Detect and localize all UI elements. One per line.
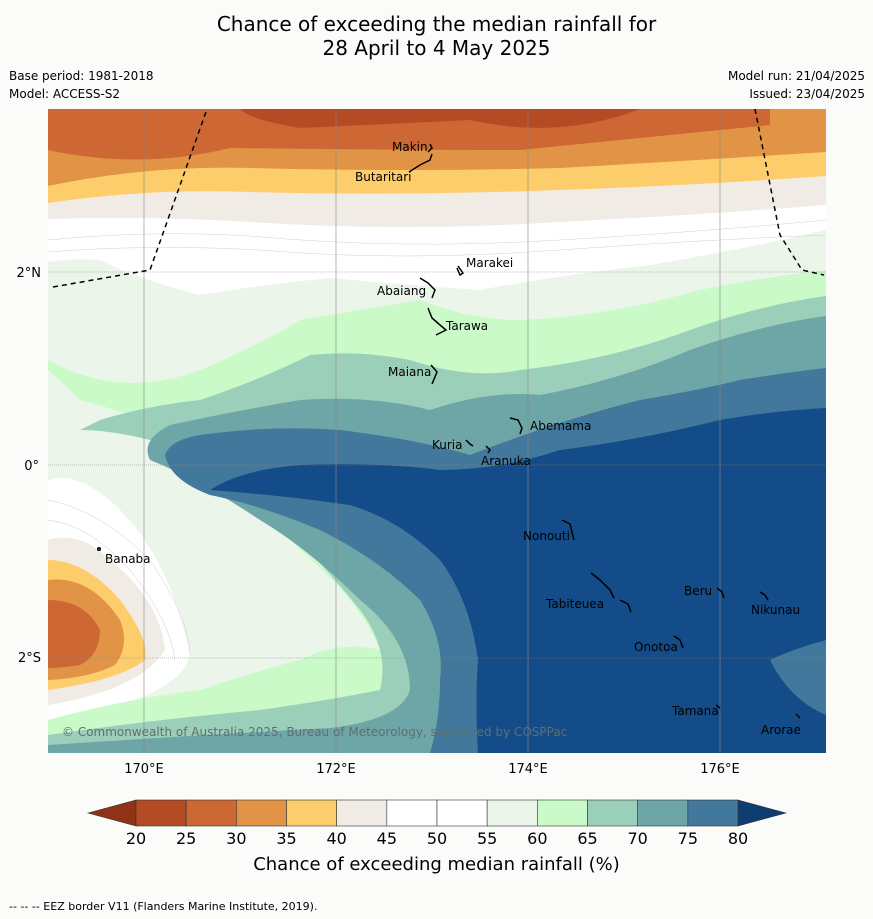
colorbar-tick-label: 30 bbox=[226, 829, 246, 848]
lon-label: 174°E bbox=[508, 762, 548, 777]
model-run: Model run: 21/04/2025 bbox=[727, 69, 865, 83]
colorbar-tick-label: 20 bbox=[126, 829, 146, 848]
colorbar-tick-label: 70 bbox=[627, 829, 647, 848]
meta-left: Base period: 1981-2018 Model: ACCESS-S2 bbox=[9, 67, 154, 103]
place-label: Butaritari bbox=[355, 170, 412, 184]
colorbar-low-extension bbox=[86, 799, 137, 827]
place-label: Kuria bbox=[432, 438, 463, 452]
latitude-labels: 2°N 0° 2°S bbox=[17, 266, 42, 666]
colorbar-tick-label: 65 bbox=[577, 829, 597, 848]
map-title: Chance of exceeding the median rainfall … bbox=[0, 12, 873, 60]
graticule bbox=[48, 109, 826, 753]
colorbar-tick-label: 60 bbox=[527, 829, 547, 848]
colorbar-cell bbox=[386, 799, 438, 827]
title-line-2: 28 April to 4 May 2025 bbox=[322, 36, 551, 60]
place-label: Abaiang bbox=[377, 284, 426, 298]
eez-footnote: -- -- -- EEZ border V11 (Flanders Marine… bbox=[9, 900, 318, 913]
colorbar-cell bbox=[336, 799, 388, 827]
colorbar-cell bbox=[185, 799, 237, 827]
lon-label: 172°E bbox=[316, 762, 356, 777]
lon-label: 170°E bbox=[124, 762, 164, 777]
place-label: Makin bbox=[392, 140, 428, 154]
map-contours bbox=[48, 109, 826, 753]
copyright-notice: © Commonwealth of Australia 2025, Bureau… bbox=[62, 725, 567, 739]
place-label: Nikunau bbox=[751, 603, 800, 617]
place-label: Tarawa bbox=[445, 319, 488, 333]
colorbar-tick-label: 50 bbox=[427, 829, 447, 848]
islands bbox=[96, 143, 801, 719]
meta-right: Model run: 21/04/2025 Issued: 23/04/2025 bbox=[728, 67, 865, 103]
colorbar-high-extension bbox=[737, 799, 788, 827]
place-label: Arorae bbox=[761, 723, 801, 737]
model-name: Model: ACCESS-S2 bbox=[9, 87, 121, 101]
colorbar-tick-label: 35 bbox=[276, 829, 296, 848]
place-label: Onotoa bbox=[634, 640, 678, 654]
place-label: Aranuka bbox=[481, 454, 531, 468]
colorbar-cell bbox=[537, 799, 588, 827]
colorbar-cell bbox=[135, 799, 187, 827]
colorbar-tick-label: 45 bbox=[377, 829, 397, 848]
issued-date: Issued: 23/04/2025 bbox=[749, 87, 865, 101]
lon-label: 176°E bbox=[700, 762, 740, 777]
place-label: Beru bbox=[684, 584, 712, 598]
colorbar-tick-label: 40 bbox=[326, 829, 346, 848]
place-label: Banaba bbox=[105, 552, 151, 566]
place-labels: Makin Butaritari Marakei Abaiang Tarawa … bbox=[105, 140, 801, 737]
place-label: Nonouti bbox=[523, 529, 570, 543]
colorbar-tick-label: 75 bbox=[678, 829, 698, 848]
colorbar-cell bbox=[436, 799, 488, 827]
place-label: Abemama bbox=[530, 419, 591, 433]
colorbar-cell bbox=[236, 799, 287, 827]
colorbar-label: Chance of exceeding median rainfall (%) bbox=[253, 854, 620, 875]
title-line-1: Chance of exceeding the median rainfall … bbox=[216, 12, 657, 36]
longitude-labels: 170°E 172°E 174°E 176°E bbox=[124, 762, 740, 777]
colorbar-tick-label: 55 bbox=[477, 829, 497, 848]
place-label: Marakei bbox=[466, 256, 513, 270]
place-label: Tabiteuea bbox=[545, 597, 604, 611]
colorbar-cell bbox=[486, 799, 538, 827]
base-period: Base period: 1981-2018 bbox=[9, 69, 154, 83]
lat-label: 2°N bbox=[17, 266, 42, 281]
colorbar-cell bbox=[687, 799, 739, 827]
colorbar: 20 25 30 35 40 45 50 55 60 65 70 75 80 bbox=[86, 799, 788, 848]
eez-border bbox=[52, 108, 825, 288]
place-label: Maiana bbox=[388, 365, 431, 379]
colorbar-cell bbox=[286, 799, 337, 827]
lat-label: 2°S bbox=[18, 651, 41, 666]
colorbar-tick-label: 80 bbox=[728, 829, 748, 848]
place-label: Tamana bbox=[671, 704, 719, 718]
lat-label: 0° bbox=[24, 459, 39, 474]
colorbar-cell bbox=[637, 799, 689, 827]
colorbar-cell bbox=[587, 799, 638, 827]
colorbar-tick-label: 25 bbox=[176, 829, 196, 848]
